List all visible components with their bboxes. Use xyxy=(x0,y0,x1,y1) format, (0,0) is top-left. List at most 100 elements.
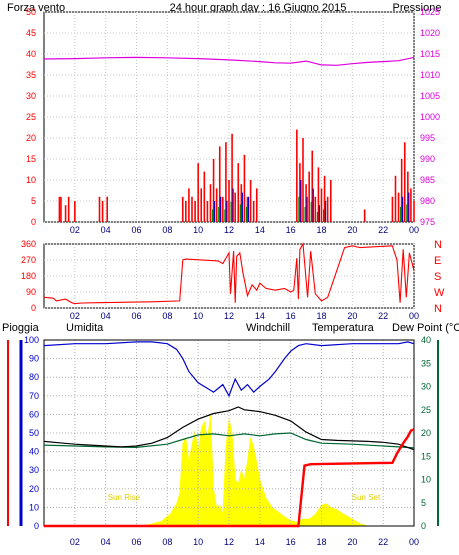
humidity-ytick-100: 100 xyxy=(24,335,39,345)
pressure-ytick-1020: 1020 xyxy=(420,28,440,38)
humidity-line xyxy=(43,341,415,398)
dewpoint-legend-label: Dew Point (°C xyxy=(392,322,459,334)
wind-panel-xtick-20: 20 xyxy=(347,225,357,235)
compass-label-S: S xyxy=(434,271,441,283)
compass-label-N: N xyxy=(434,239,442,251)
pressure-ytick-1005: 1005 xyxy=(420,91,440,101)
bottom-xtick-04: 04 xyxy=(101,537,111,547)
humidity-ytick-70: 70 xyxy=(29,391,39,401)
wind-axis-title: Forza vento xyxy=(7,2,65,14)
compass-label-E: E xyxy=(434,255,441,267)
wind-panel-xtick-22: 22 xyxy=(378,225,388,235)
humidity-ytick-80: 80 xyxy=(29,372,39,382)
wind-panel-xtick-10: 10 xyxy=(193,225,203,235)
humidity-ytick-20: 20 xyxy=(29,484,39,494)
wind-ytick-5: 5 xyxy=(31,196,36,206)
direction-panel-xtick-04: 04 xyxy=(101,311,111,321)
direction-panel-xtick-00: 00 xyxy=(409,311,419,321)
rain-line xyxy=(44,428,415,528)
humidity-ytick-10: 10 xyxy=(29,502,39,512)
direction-panel-xtick-18: 18 xyxy=(316,311,326,321)
direction-panel-xtick-06: 06 xyxy=(131,311,141,321)
humidity-axis-title: Umidita xyxy=(66,322,104,334)
windchill-legend-label: Windchill xyxy=(246,322,290,334)
wind-panel-xtick-02: 02 xyxy=(70,225,80,235)
temperature-legend-label: Temperatura xyxy=(312,322,375,334)
bottom-xtick-00: 00 xyxy=(409,537,419,547)
sunset-annotation: Sun Set xyxy=(352,493,381,502)
bottom-xtick-12: 12 xyxy=(224,537,234,547)
wind-ytick-20: 20 xyxy=(26,133,36,143)
bottom-xtick-14: 14 xyxy=(255,537,265,547)
direction-panel-xtick-08: 08 xyxy=(162,311,172,321)
wind-panel-xtick-14: 14 xyxy=(255,225,265,235)
direction-ytick-180: 180 xyxy=(21,271,36,281)
temperature-ytick-40: 40 xyxy=(421,335,431,345)
wind-ytick-10: 10 xyxy=(26,175,36,185)
wind-panel-xtick-18: 18 xyxy=(316,225,326,235)
direction-panel-xtick-02: 02 xyxy=(70,311,80,321)
compass-label-N: N xyxy=(434,303,442,315)
pressure-axis-title: Pressione xyxy=(393,2,442,14)
humidity-ytick-50: 50 xyxy=(29,428,39,438)
wind-ytick-25: 25 xyxy=(26,112,36,122)
wind-ytick-50: 50 xyxy=(26,7,36,17)
direction-panel-xtick-10: 10 xyxy=(193,311,203,321)
direction-ytick-90: 90 xyxy=(26,287,36,297)
temperature-ytick-5: 5 xyxy=(421,498,426,508)
wind-ytick-40: 40 xyxy=(26,49,36,59)
wind-panel-xtick-06: 06 xyxy=(131,225,141,235)
humidity-ytick-90: 90 xyxy=(29,354,39,364)
wind-ytick-30: 30 xyxy=(26,91,36,101)
bottom-xtick-10: 10 xyxy=(193,537,203,547)
temperature-ytick-30: 30 xyxy=(421,382,431,392)
direction-panel-xtick-12: 12 xyxy=(224,311,234,321)
bottom-xtick-06: 06 xyxy=(131,537,141,547)
humidity-ytick-40: 40 xyxy=(29,447,39,457)
wind-panel-xtick-12: 12 xyxy=(224,225,234,235)
direction-ytick-270: 270 xyxy=(21,255,36,265)
humidity-ytick-60: 60 xyxy=(29,409,39,419)
temperature-ytick-10: 10 xyxy=(421,475,431,485)
wind-panel-xtick-04: 04 xyxy=(101,225,111,235)
bottom-xtick-18: 18 xyxy=(316,537,326,547)
pressure-ytick-980: 980 xyxy=(420,196,435,206)
pressure-ytick-1000: 1000 xyxy=(420,112,440,122)
wind-panel-xtick-00: 00 xyxy=(409,225,419,235)
pressure-ytick-1015: 1015 xyxy=(420,49,440,59)
temperature-ytick-15: 15 xyxy=(421,451,431,461)
temperature-line xyxy=(43,406,415,451)
pressure-ytick-1025: 1025 xyxy=(420,7,440,17)
compass-label-W: W xyxy=(434,287,445,299)
temperature-ytick-35: 35 xyxy=(421,358,431,368)
wind-panel-xtick-16: 16 xyxy=(286,225,296,235)
pressure-ytick-985: 985 xyxy=(420,175,435,185)
temperature-ytick-0: 0 xyxy=(421,521,426,531)
wind-ytick-35: 35 xyxy=(26,70,36,80)
direction-ytick-360: 360 xyxy=(21,239,36,249)
direction-line xyxy=(43,242,415,305)
pressure-ytick-1010: 1010 xyxy=(420,70,440,80)
wind-panel-xtick-08: 08 xyxy=(162,225,172,235)
direction-panel-xtick-14: 14 xyxy=(255,311,265,321)
humidity-ytick-30: 30 xyxy=(29,465,39,475)
pressure-ytick-990: 990 xyxy=(420,154,435,164)
sunrise-annotation: Sun Rise xyxy=(108,493,141,502)
direction-panel-xtick-22: 22 xyxy=(378,311,388,321)
pressure-ytick-995: 995 xyxy=(420,133,435,143)
bottom-xtick-16: 16 xyxy=(286,537,296,547)
solar-area xyxy=(136,414,368,527)
bottom-xtick-02: 02 xyxy=(70,537,80,547)
temperature-ytick-20: 20 xyxy=(421,428,431,438)
direction-panel-xtick-20: 20 xyxy=(347,311,357,321)
temperature-ytick-25: 25 xyxy=(421,405,431,415)
direction-ytick-0: 0 xyxy=(31,303,36,313)
bottom-xtick-08: 08 xyxy=(162,537,172,547)
bottom-xtick-20: 20 xyxy=(347,537,357,547)
wind-ytick-0: 0 xyxy=(31,217,36,227)
bottom-xtick-22: 22 xyxy=(378,537,388,547)
direction-panel-xtick-16: 16 xyxy=(286,311,296,321)
chart-title: 24 hour graph day : 16 Giugno 2015 xyxy=(170,2,347,14)
